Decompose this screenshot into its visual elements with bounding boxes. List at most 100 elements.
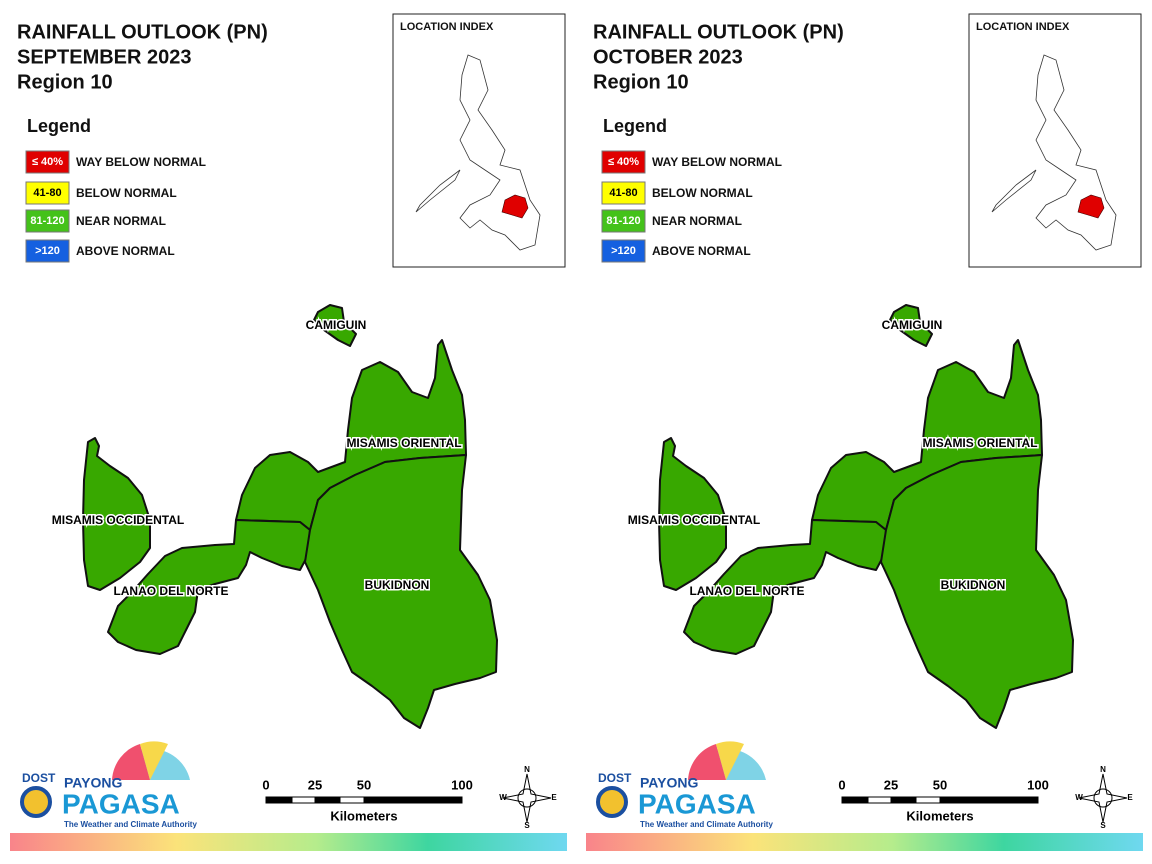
logo-payong: PAYONG — [64, 775, 122, 791]
legend-swatch — [601, 150, 646, 174]
legend-range: 81-120 — [606, 215, 640, 227]
compass-ring — [517, 788, 537, 808]
region-label: MISAMIS OCCIDENTAL — [52, 513, 184, 527]
compass-ring — [1093, 788, 1113, 808]
compass-letter: W — [499, 793, 507, 802]
inset-highlight — [501, 194, 529, 219]
region-label: MISAMIS ORIENTAL — [346, 436, 461, 450]
logo-tagline: The Weather and Climate Authority — [64, 820, 197, 829]
region-shape — [107, 519, 311, 655]
region-shape — [304, 454, 498, 729]
scale-segment — [915, 796, 941, 804]
region-label: LANAO DEL NORTE — [689, 584, 804, 598]
compass-letter: N — [524, 765, 530, 774]
map-title: RAINFALL OUTLOOK (PN) — [17, 21, 268, 43]
color-band — [10, 833, 567, 851]
logo-tagline: The Weather and Climate Authority — [640, 820, 773, 829]
compass-letter: E — [551, 793, 557, 802]
legend-label: NEAR NORMAL — [76, 214, 166, 228]
region-shape — [82, 437, 151, 591]
scale-tick: 50 — [933, 777, 947, 792]
region-label: LANAO DEL NORTE — [113, 584, 228, 598]
logo-dost: DOST — [22, 771, 56, 785]
logo-payong: PAYONG — [640, 775, 698, 791]
scale-segment — [363, 796, 463, 804]
scale-tick: 0 — [838, 777, 845, 792]
logo-umbrella-yellow — [140, 741, 168, 780]
scale-tick: 25 — [308, 777, 322, 792]
region-label: BUKIDNON — [365, 578, 430, 592]
logo-sun — [20, 786, 52, 818]
compass-letter: S — [524, 821, 530, 830]
legend-range: 41-80 — [33, 187, 61, 199]
legend-range: ≤ 40% — [608, 156, 639, 168]
logo-umbrella-red — [112, 744, 150, 780]
inset-highlight — [1077, 194, 1105, 219]
legend-swatch — [25, 181, 70, 205]
map-title: RAINFALL OUTLOOK (PN) — [593, 21, 844, 43]
scale-segment — [314, 796, 341, 804]
legend-label: BELOW NORMAL — [652, 186, 753, 200]
legend-range: >120 — [35, 245, 60, 257]
legend-swatch — [601, 239, 646, 263]
map-title: OCTOBER 2023 — [593, 46, 743, 68]
logo-pagasa: PAGASA — [62, 788, 180, 819]
region-label: MISAMIS OCCIDENTAL — [628, 513, 760, 527]
scale-unit: Kilometers — [906, 808, 973, 823]
scale-tick: 100 — [451, 777, 473, 792]
legend-swatch — [601, 181, 646, 205]
region-shape — [683, 519, 887, 655]
legend-label: WAY BELOW NORMAL — [76, 155, 206, 169]
inset-title: LOCATION INDEX — [400, 21, 494, 33]
scale-segment — [867, 796, 892, 804]
region-shape — [889, 304, 933, 347]
legend-title: Legend — [603, 116, 667, 136]
scale-unit: Kilometers — [330, 808, 397, 823]
compass-star — [502, 773, 552, 823]
legend-swatch — [601, 209, 646, 233]
compass-letter: S — [1100, 821, 1106, 830]
legend-range: >120 — [611, 245, 636, 257]
region-label: CAMIGUIN — [306, 318, 367, 332]
legend-label: WAY BELOW NORMAL — [652, 155, 782, 169]
scale-segment — [265, 796, 293, 804]
map-title: Region 10 — [17, 71, 113, 93]
legend-title: Legend — [27, 116, 91, 136]
legend-swatch — [25, 150, 70, 174]
region-label: CAMIGUIN — [882, 318, 943, 332]
scale-tick: 100 — [1027, 777, 1049, 792]
map-title: Region 10 — [593, 71, 689, 93]
region-shape — [313, 304, 357, 347]
legend-range: 81-120 — [30, 215, 64, 227]
legend-label: NEAR NORMAL — [652, 214, 742, 228]
scale-segment — [339, 796, 365, 804]
scale-segment — [291, 796, 316, 804]
logo-umbrella-yellow — [716, 741, 744, 780]
logo-sun — [596, 786, 628, 818]
compass-letter: N — [1100, 765, 1106, 774]
region-label: MISAMIS ORIENTAL — [922, 436, 1037, 450]
logo-umbrella-red — [688, 744, 726, 780]
scale-tick: 50 — [357, 777, 371, 792]
scale-segment — [841, 796, 869, 804]
scale-segment — [939, 796, 1039, 804]
region-label: BUKIDNON — [941, 578, 1006, 592]
map-panel: RAINFALL OUTLOOK (PN) SEPTEMBER 2023 Regio… — [10, 13, 567, 851]
inset-title: LOCATION INDEX — [976, 21, 1070, 33]
scale-segment — [890, 796, 917, 804]
legend-swatch — [25, 239, 70, 263]
color-band — [586, 833, 1143, 851]
legend-label: ABOVE NORMAL — [76, 244, 175, 258]
compass-star — [1078, 773, 1128, 823]
map-title: SEPTEMBER 2023 — [17, 46, 192, 68]
scale-tick: 25 — [884, 777, 898, 792]
compass-letter: W — [1075, 793, 1083, 802]
logo-dost: DOST — [598, 771, 632, 785]
logo-pagasa: PAGASA — [638, 788, 756, 819]
map-panel: RAINFALL OUTLOOK (PN) OCTOBER 2023 Region … — [586, 13, 1143, 851]
region-shape — [880, 454, 1074, 729]
region-shape — [658, 437, 727, 591]
legend-label: BELOW NORMAL — [76, 186, 177, 200]
compass-letter: E — [1127, 793, 1133, 802]
